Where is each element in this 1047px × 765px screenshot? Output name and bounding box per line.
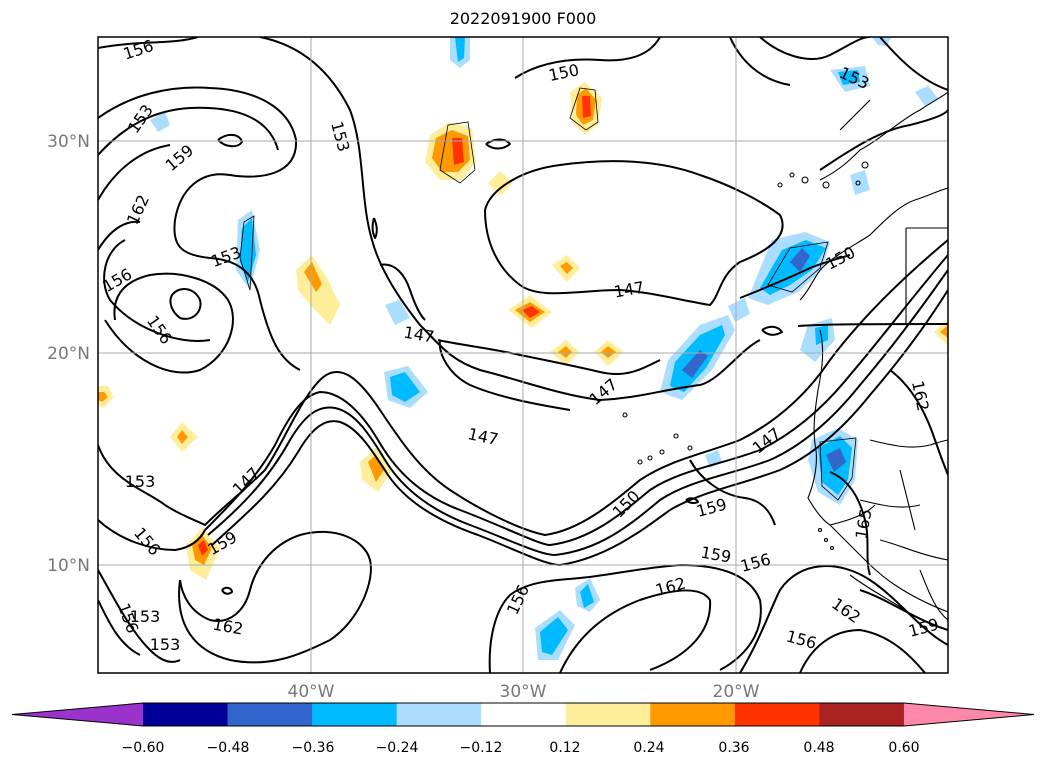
colorbar-tick-label: 0.36 [718, 740, 749, 756]
colorbar-segment [565, 703, 651, 726]
contour-label: 147 [586, 375, 622, 409]
contour-label: 156 [130, 524, 164, 560]
lat-label-30n: 30°N [47, 132, 90, 152]
contour-label: 162 [653, 574, 687, 600]
colorbar-segment [396, 703, 482, 726]
map-plot-area: 156 153 159 162 153 156 156 153 150 153 … [98, 36, 948, 673]
lat-label-20n: 20°N [47, 344, 90, 364]
colorbar-segment [734, 703, 820, 726]
contour-label: 147 [402, 323, 435, 347]
graticule [98, 37, 948, 673]
colorbar-segment [227, 703, 313, 726]
colorbar-extend-high [903, 703, 1034, 726]
colorbar-segments [11, 702, 1035, 727]
contour-label: 156 [503, 582, 533, 618]
contour-label: 159 [694, 495, 728, 521]
height-contours [98, 37, 948, 673]
map-frame [97, 36, 949, 674]
contour-label: 162 [211, 615, 244, 639]
contour-label: 165 [852, 507, 876, 540]
colorbar: −0.60 −0.48 −0.36 −0.24 −0.12 0.12 0.24 … [11, 702, 1035, 756]
colorbar-labels: −0.60 −0.48 −0.36 −0.24 −0.12 0.12 0.24 … [122, 740, 920, 756]
contour-label: 156 [143, 312, 176, 348]
longitude-labels: 40°W 30°W 20°W [288, 682, 760, 702]
colorbar-segment [481, 703, 567, 726]
contour-label: 153 [130, 607, 161, 626]
colorbar-tick-label: −0.24 [376, 740, 419, 756]
colorbar-outline [11, 702, 1035, 727]
colorbar-tick-label: 0.48 [803, 740, 834, 756]
contour-label: 147 [612, 278, 645, 302]
contour-label: 153 [125, 472, 156, 491]
lat-label-10n: 10°N [47, 556, 90, 576]
contour-label: 153 [150, 635, 181, 654]
contour-label: 153 [124, 101, 157, 137]
lon-label-30w: 30°W [500, 682, 547, 702]
lon-label-20w: 20°W [713, 682, 760, 702]
colorbar-segment [143, 703, 229, 726]
contour-label: 156 [784, 627, 818, 653]
map-title: 2022091900 F000 [449, 9, 597, 28]
contour-label: 147 [466, 424, 500, 449]
contour-label: 147 [229, 464, 264, 499]
colorbar-tick-label: 0.60 [888, 740, 919, 756]
colorbar-tick-label: −0.48 [207, 740, 250, 756]
contour-label: 162 [828, 594, 864, 627]
contour-label: 153 [327, 119, 353, 153]
coastlines [799, 91, 948, 621]
colorbar-tick-label: −0.12 [460, 740, 503, 756]
contour-label: 156 [121, 36, 156, 64]
shading-outlines [239, 87, 857, 501]
contour-label: 156 [738, 550, 772, 576]
contour-label: 162 [908, 379, 933, 413]
colorbar-tick-label: −0.36 [292, 740, 335, 756]
colorbar-segment [312, 703, 398, 726]
colorbar-segment [650, 703, 736, 726]
contour-label: 159 [699, 543, 732, 567]
islands [622, 161, 869, 551]
colorbar-segment [819, 703, 905, 726]
colorbar-tick-label: −0.60 [122, 740, 165, 756]
colorbar-tick-label: 0.12 [549, 740, 580, 756]
contour-label: 156 [114, 601, 142, 636]
latitude-labels: 30°N 20°N 10°N [47, 132, 90, 576]
lon-label-40w: 40°W [288, 682, 335, 702]
colorbar-extend-low [12, 703, 143, 726]
colorbar-tick-label: 0.24 [633, 740, 664, 756]
contour-label: 162 [123, 192, 153, 228]
